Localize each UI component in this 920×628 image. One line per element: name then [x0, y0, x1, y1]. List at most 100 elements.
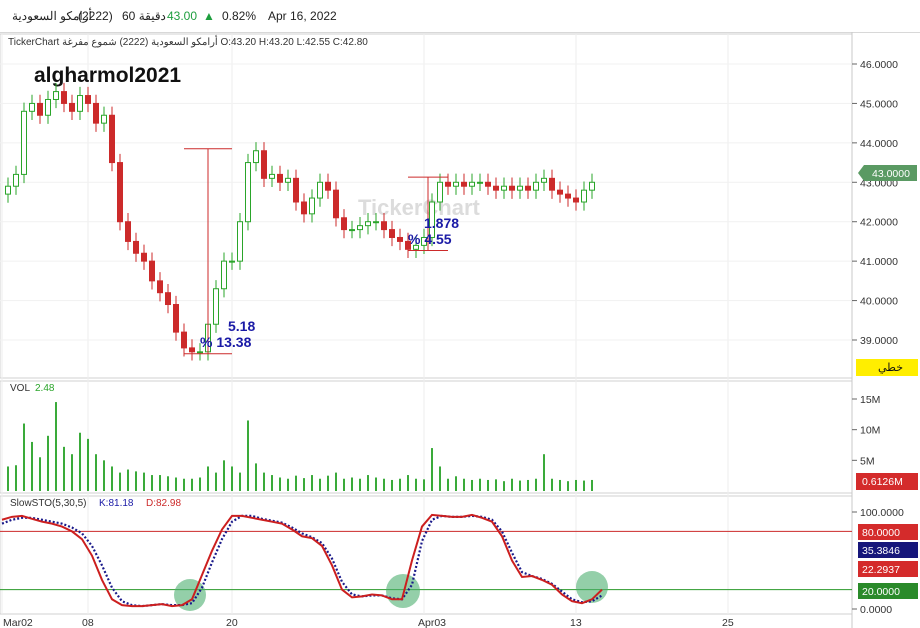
current-price-tag: 43.0000	[872, 168, 910, 180]
candle-series	[5, 82, 595, 361]
brand-text: algharmol2021	[34, 64, 181, 87]
candle-body	[61, 91, 67, 104]
volume-bar	[535, 478, 537, 491]
candle-body	[381, 221, 387, 231]
date-tick-label: 13	[570, 617, 582, 628]
volume-bar	[415, 478, 417, 491]
stoch-tag-20-bg	[858, 583, 918, 599]
candle-body	[557, 189, 563, 195]
volume-bar	[407, 475, 409, 491]
volume-bar	[111, 466, 113, 491]
volume-bar	[559, 479, 561, 491]
candle-body	[437, 181, 443, 203]
volume-bar	[431, 448, 433, 491]
linear-button[interactable]: خطي	[878, 361, 903, 374]
main-info-line: TickerChart أرامكو السعودية (2222) شموع …	[8, 35, 368, 48]
candle-body	[389, 229, 395, 238]
volume-bar	[63, 446, 65, 491]
volume-bars	[7, 402, 593, 491]
candle-body	[341, 217, 347, 231]
candle-body	[445, 181, 451, 187]
volume-bar	[319, 478, 321, 491]
date-tick-label: Mar02	[3, 617, 33, 628]
candle-body	[77, 95, 83, 112]
candle-body	[413, 244, 419, 250]
volume-bar	[503, 481, 505, 491]
date-label: Apr 16, 2022	[268, 9, 337, 23]
candle-body	[525, 185, 531, 191]
stochastic-panel[interactable]	[0, 495, 853, 615]
volume-panel[interactable]	[0, 380, 853, 494]
date-tick-label: 25	[722, 617, 734, 628]
volume-bar	[295, 475, 297, 491]
candle-body	[149, 260, 155, 282]
candle-body	[5, 185, 11, 195]
candle-body	[189, 347, 195, 353]
linear-button-bg[interactable]	[856, 359, 918, 376]
volume-bar	[511, 478, 513, 491]
candle-body	[261, 150, 267, 179]
volume-bar	[551, 478, 553, 491]
stoch-tick-label: 0.0000	[860, 604, 892, 616]
candle-body	[405, 240, 411, 250]
volume-bar	[215, 472, 217, 491]
stock-symbol: (2222)	[78, 9, 113, 23]
price-tick-label: 42.0000	[860, 217, 898, 229]
volume-label: VOL	[10, 383, 30, 394]
stock-chart[interactable]: TickerChart algharmol2021 TickerChart أر…	[0, 32, 920, 628]
volume-value: 2.48	[35, 383, 55, 394]
volume-bar	[255, 463, 257, 491]
candle-body	[357, 225, 363, 231]
interval-label[interactable]: 60 دقيقة	[122, 9, 166, 23]
volume-bar	[239, 472, 241, 491]
candle-body	[237, 221, 243, 262]
volume-bar	[447, 478, 449, 491]
volume-bar	[391, 479, 393, 491]
annotation-2-percent: % 4.55	[408, 231, 452, 247]
candle-body	[501, 185, 507, 191]
main-panel[interactable]	[0, 33, 853, 379]
price-tick-label: 45.0000	[860, 98, 898, 110]
volume-bar	[31, 441, 33, 491]
watermark: TickerChart	[358, 195, 481, 220]
volume-bar	[135, 471, 137, 491]
volume-bar	[279, 477, 281, 491]
candle-body	[373, 221, 379, 224]
price-tick-label: 41.0000	[860, 256, 898, 268]
candle-body	[69, 102, 75, 112]
candle-body	[509, 185, 515, 191]
volume-bar	[191, 478, 193, 491]
candle-body	[429, 201, 435, 238]
candle-body	[485, 181, 491, 187]
candle-body	[229, 260, 235, 263]
stoch-k-value: K:81.18	[99, 498, 134, 509]
candle-body	[349, 229, 355, 232]
candle-body	[133, 240, 139, 254]
candle-body	[421, 236, 427, 246]
candle-body	[165, 292, 171, 306]
candle-body	[245, 162, 251, 223]
volume-bar	[15, 465, 17, 491]
stoch-tag-80: 80.0000	[862, 527, 900, 539]
candle-body	[461, 181, 467, 187]
candle-body	[493, 185, 499, 191]
volume-bar	[575, 479, 577, 491]
volume-bar	[327, 475, 329, 491]
highlight-circle-2	[386, 574, 420, 608]
candle-body	[53, 91, 59, 100]
volume-bar	[591, 479, 593, 491]
volume-bar	[71, 454, 73, 491]
annotation-1-change: 5.18	[228, 318, 255, 334]
volume-bar	[199, 477, 201, 491]
volume-bar	[87, 438, 89, 491]
volume-bar	[335, 472, 337, 491]
stoch-tag-d-bg	[858, 542, 918, 558]
volume-bar	[359, 478, 361, 491]
volume-bar	[375, 477, 377, 491]
volume-bar	[223, 460, 225, 491]
candle-body	[549, 177, 555, 191]
date-tick-label: Apr03	[418, 617, 446, 628]
stoch-tag-80-bg	[858, 524, 918, 540]
volume-tag-bg	[856, 473, 918, 490]
stoch-tag-d: 35.3846	[862, 545, 900, 557]
